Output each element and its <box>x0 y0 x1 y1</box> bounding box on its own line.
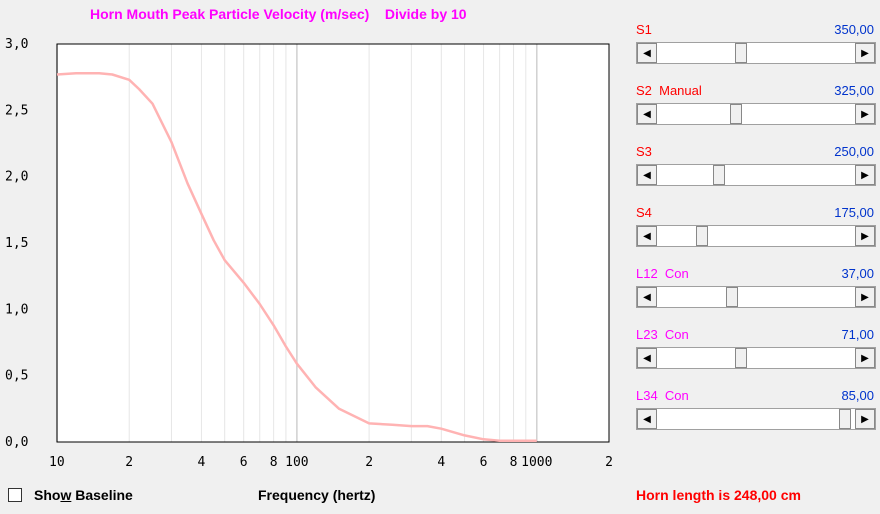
arrow-right-icon[interactable]: ▶ <box>855 165 875 185</box>
slider-header: L34 Con 85,00 <box>636 386 876 404</box>
slider-thumb[interactable] <box>735 348 748 368</box>
slider-value: 350,00 <box>834 22 874 37</box>
x-tick-label: 2 <box>365 455 373 470</box>
arrow-left-icon[interactable]: ◀ <box>637 104 657 124</box>
slider-scrollbar[interactable]: ◀ ▶ <box>636 225 876 247</box>
slider-scrollbar[interactable]: ◀ ▶ <box>636 347 876 369</box>
slider-header: S1 350,00 <box>636 20 876 38</box>
x-tick-label: 6 <box>480 455 488 470</box>
slider-name: S1 <box>636 22 652 37</box>
x-tick-label: 4 <box>437 455 445 470</box>
slider-name: L34 Con <box>636 388 689 403</box>
slider-name: S3 <box>636 144 652 159</box>
slider-value: 71,00 <box>841 327 874 342</box>
arrow-right-icon[interactable]: ▶ <box>855 226 875 246</box>
slider-header: L12 Con 37,00 <box>636 264 876 282</box>
slider-header: S2 Manual 325,00 <box>636 81 876 99</box>
arrow-right-icon[interactable]: ▶ <box>855 348 875 368</box>
slider-scrollbar[interactable]: ◀ ▶ <box>636 42 876 64</box>
y-tick-label: 3,0 <box>5 37 28 52</box>
x-tick-label: 2 <box>605 455 613 470</box>
slider-group: S1 350,00 ◀ ▶ <box>636 20 876 80</box>
y-tick-label: 1,0 <box>5 302 28 317</box>
x-tick-label: 6 <box>240 455 248 470</box>
slider-group: L12 Con 37,00 ◀ ▶ <box>636 264 876 324</box>
slider-track[interactable] <box>657 348 855 368</box>
slider-scrollbar[interactable]: ◀ ▶ <box>636 286 876 308</box>
arrow-left-icon[interactable]: ◀ <box>637 43 657 63</box>
slider-thumb[interactable] <box>712 165 725 185</box>
slider-scrollbar[interactable]: ◀ ▶ <box>636 408 876 430</box>
slider-name: S4 <box>636 205 652 220</box>
x-tick-label: 100 <box>285 455 308 470</box>
slider-scrollbar[interactable]: ◀ ▶ <box>636 164 876 186</box>
arrow-left-icon[interactable]: ◀ <box>637 226 657 246</box>
slider-value: 250,00 <box>834 144 874 159</box>
slider-thumb[interactable] <box>735 43 748 63</box>
slider-group: S2 Manual 325,00 ◀ ▶ <box>636 81 876 141</box>
x-tick-label: 2 <box>125 455 133 470</box>
slider-value: 325,00 <box>834 83 874 98</box>
slider-thumb[interactable] <box>839 409 852 429</box>
show-baseline-checkbox[interactable] <box>8 488 22 502</box>
plot-frame <box>56 43 610 443</box>
slider-header: S4 175,00 <box>636 203 876 221</box>
velocity-chart: 0,00,51,01,52,02,53,010 2 4 6 8 100 2 4 6 8 1000 2 <box>5 37 613 470</box>
x-tick-label: 10 <box>49 455 65 470</box>
show-baseline-label: Show Baseline <box>34 487 133 503</box>
y-tick-label: 0,0 <box>5 435 28 450</box>
arrow-left-icon[interactable]: ◀ <box>637 409 657 429</box>
chart-title: Horn Mouth Peak Particle Velocity (m/sec… <box>90 6 467 22</box>
arrow-left-icon[interactable]: ◀ <box>637 287 657 307</box>
arrow-right-icon[interactable]: ▶ <box>855 43 875 63</box>
x-tick-label: 4 <box>198 455 206 470</box>
y-tick-label: 2,5 <box>5 103 28 118</box>
slider-group: S4 175,00 ◀ ▶ <box>636 203 876 263</box>
slider-name: L12 Con <box>636 266 689 281</box>
arrow-right-icon[interactable]: ▶ <box>855 287 875 307</box>
slider-value: 175,00 <box>834 205 874 220</box>
show-baseline-control[interactable]: Show Baseline <box>8 487 133 503</box>
slider-name: S2 Manual <box>636 83 702 98</box>
y-tick-label: 1,5 <box>5 236 28 251</box>
y-tick-label: 2,0 <box>5 170 28 185</box>
plot-area <box>57 44 609 442</box>
slider-track[interactable] <box>657 165 855 185</box>
arrow-left-icon[interactable]: ◀ <box>637 165 657 185</box>
x-tick-label: 8 <box>270 455 278 470</box>
x-tick-label: 8 <box>510 455 518 470</box>
slider-group: L23 Con 71,00 ◀ ▶ <box>636 325 876 385</box>
arrow-right-icon[interactable]: ▶ <box>855 409 875 429</box>
slider-header: L23 Con 71,00 <box>636 325 876 343</box>
slider-thumb[interactable] <box>729 104 742 124</box>
slider-value: 85,00 <box>841 388 874 403</box>
slider-name: L23 Con <box>636 327 689 342</box>
slider-header: S3 250,00 <box>636 142 876 160</box>
velocity-series-line <box>56 71 537 442</box>
slider-track[interactable] <box>657 104 855 124</box>
arrow-right-icon[interactable]: ▶ <box>855 104 875 124</box>
arrow-left-icon[interactable]: ◀ <box>637 348 657 368</box>
slider-track[interactable] <box>657 226 855 246</box>
slider-value: 37,00 <box>841 266 874 281</box>
slider-group: L34 Con 85,00 ◀ ▶ <box>636 386 876 446</box>
x-tick-label: 1000 <box>521 455 552 470</box>
y-tick-label: 0,5 <box>5 369 28 384</box>
horn-length-status: Horn length is 248,00 cm <box>636 487 801 503</box>
x-axis-label: Frequency (hertz) <box>258 487 376 503</box>
slider-group: S3 250,00 ◀ ▶ <box>636 142 876 202</box>
slider-track[interactable] <box>657 409 855 429</box>
slider-track[interactable] <box>657 43 855 63</box>
slider-scrollbar[interactable]: ◀ ▶ <box>636 103 876 125</box>
slider-track[interactable] <box>657 287 855 307</box>
slider-thumb[interactable] <box>696 226 709 246</box>
slider-thumb[interactable] <box>725 287 738 307</box>
